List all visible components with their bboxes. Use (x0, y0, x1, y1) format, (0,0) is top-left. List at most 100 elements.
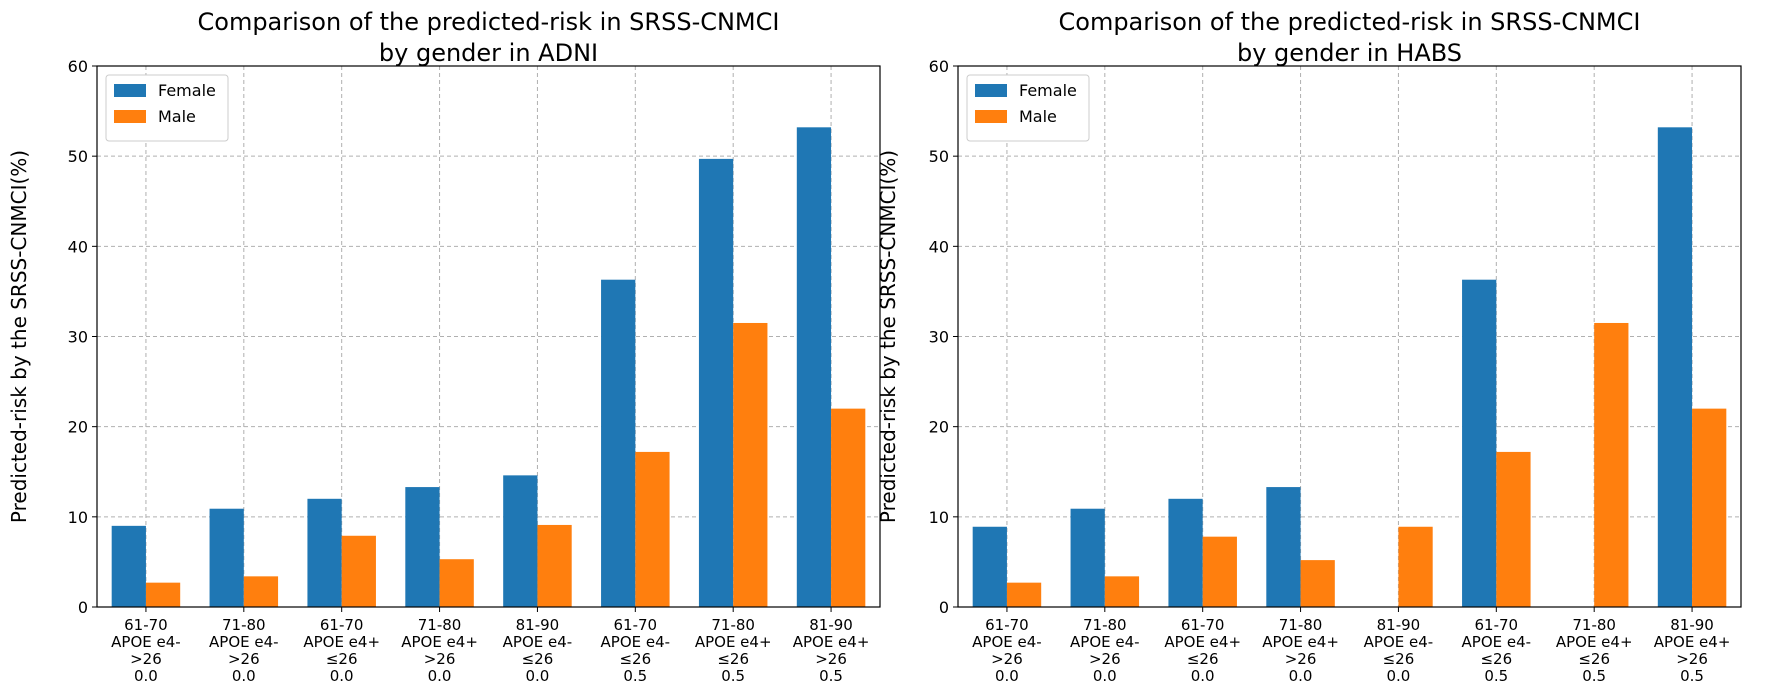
bar (537, 524, 572, 607)
y-tick-label: 40 (929, 237, 949, 256)
bar (209, 508, 244, 607)
bar (1496, 451, 1531, 607)
bar (1398, 526, 1433, 607)
legend-label: Female (158, 81, 216, 100)
x-tick-label: 61-70 (320, 616, 364, 634)
legend-swatch (114, 110, 146, 123)
x-tick-label: 81-90 (809, 616, 853, 634)
y-axis-label: Predicted-risk by the SRSS-CNMCI(%) (7, 150, 31, 523)
x-tick-label: ≤26 (619, 650, 651, 668)
x-tick-label: 81-90 (1377, 616, 1421, 634)
x-tick-label: APOE e4- (601, 633, 671, 651)
x-tick-label: ≤26 (1578, 650, 1610, 668)
bar (1104, 576, 1140, 607)
legend-label: Male (1019, 107, 1057, 126)
bar (1168, 498, 1203, 607)
x-tick-label: APOE e4+ (1164, 633, 1241, 651)
plot-frame (957, 65, 1742, 608)
x-tick-label: APOE e4+ (1654, 633, 1731, 651)
y-tick-label: 60 (929, 57, 949, 76)
bar (341, 535, 376, 607)
x-tick-label: >26 (1676, 650, 1708, 668)
legend-swatch (975, 84, 1007, 97)
x-tick-label: ≤26 (1383, 650, 1415, 668)
x-tick-label: 0.5 (819, 667, 843, 685)
legend-label: Male (158, 107, 196, 126)
x-tick-label: 0.0 (1387, 667, 1411, 685)
y-tick-label: 40 (68, 237, 88, 256)
y-tick-label: 0 (939, 598, 949, 617)
x-tick-label: 0.0 (995, 667, 1019, 685)
x-tick-label: APOE e4+ (303, 633, 380, 651)
y-tick-label: 10 (929, 508, 949, 527)
chart-title: Comparison of the predicted-risk in SRSS… (198, 8, 780, 36)
x-tick-label: APOE e4+ (793, 633, 870, 651)
bar (145, 582, 181, 607)
y-axis-label: Predicted-risk by the SRSS-CNMCI(%) (876, 150, 900, 523)
x-tick-label: 0.5 (1582, 667, 1606, 685)
bar (111, 525, 146, 607)
bar (307, 498, 342, 607)
x-tick-label: 0.0 (1191, 667, 1215, 685)
x-tick-label: 0.0 (428, 667, 452, 685)
bar (796, 127, 832, 608)
chart-title: by gender in HABS (1237, 39, 1462, 67)
legend-swatch (114, 84, 146, 97)
y-tick-label: 10 (68, 508, 88, 527)
x-tick-label: 71-80 (222, 616, 266, 634)
bar (1462, 279, 1497, 607)
x-tick-label: >26 (1285, 650, 1317, 668)
x-tick-label: 71-80 (1083, 616, 1127, 634)
x-tick-label: ≤26 (1480, 650, 1512, 668)
bar (1692, 408, 1727, 607)
legend-label: Female (1019, 81, 1077, 100)
x-tick-label: APOE e4+ (695, 633, 772, 651)
x-tick-label: ≤26 (326, 650, 358, 668)
x-tick-label: APOE e4- (1364, 633, 1434, 651)
chart-title: by gender in ADNI (379, 39, 598, 67)
x-tick-label: 71-80 (711, 616, 755, 634)
bar (405, 487, 440, 607)
x-tick-label: 0.5 (1680, 667, 1704, 685)
x-tick-label: 0.5 (721, 667, 745, 685)
bar (503, 475, 538, 607)
x-tick-label: >26 (991, 650, 1023, 668)
y-tick-label: 60 (68, 57, 88, 76)
x-tick-label: APOE e4- (1462, 633, 1532, 651)
x-tick-label: 0.0 (1093, 667, 1117, 685)
x-tick-label: APOE e4+ (1556, 633, 1633, 651)
x-tick-label: 71-80 (418, 616, 462, 634)
bar (972, 526, 1007, 607)
x-tick-label: 61-70 (1181, 616, 1225, 634)
bar (1006, 582, 1042, 607)
bar (1657, 127, 1693, 608)
x-tick-label: 71-80 (1572, 616, 1616, 634)
bar (1266, 487, 1301, 607)
y-tick-label: 50 (68, 147, 88, 166)
x-tick-label: 0.0 (232, 667, 256, 685)
x-tick-label: >26 (424, 650, 456, 668)
x-tick-label: APOE e4- (972, 633, 1042, 651)
chart-title: Comparison of the predicted-risk in SRSS… (1059, 8, 1641, 36)
x-tick-label: 61-70 (1475, 616, 1519, 634)
y-tick-label: 20 (929, 418, 949, 437)
x-tick-label: 81-90 (516, 616, 560, 634)
x-tick-label: 81-90 (1670, 616, 1714, 634)
x-tick-label: APOE e4- (1070, 633, 1140, 651)
bar (1300, 560, 1335, 607)
bar (733, 322, 768, 607)
legend-swatch (975, 110, 1007, 123)
bar (439, 559, 474, 607)
x-tick-label: >26 (228, 650, 260, 668)
x-tick-label: >26 (815, 650, 847, 668)
x-tick-label: 61-70 (614, 616, 658, 634)
bar (601, 279, 636, 607)
x-tick-label: >26 (130, 650, 162, 668)
x-tick-label: APOE e4+ (1262, 633, 1339, 651)
bar (1202, 536, 1237, 607)
x-tick-label: 61-70 (985, 616, 1029, 634)
x-tick-label: ≤26 (522, 650, 554, 668)
x-tick-label: 0.0 (1289, 667, 1313, 685)
y-tick-label: 0 (78, 598, 88, 617)
